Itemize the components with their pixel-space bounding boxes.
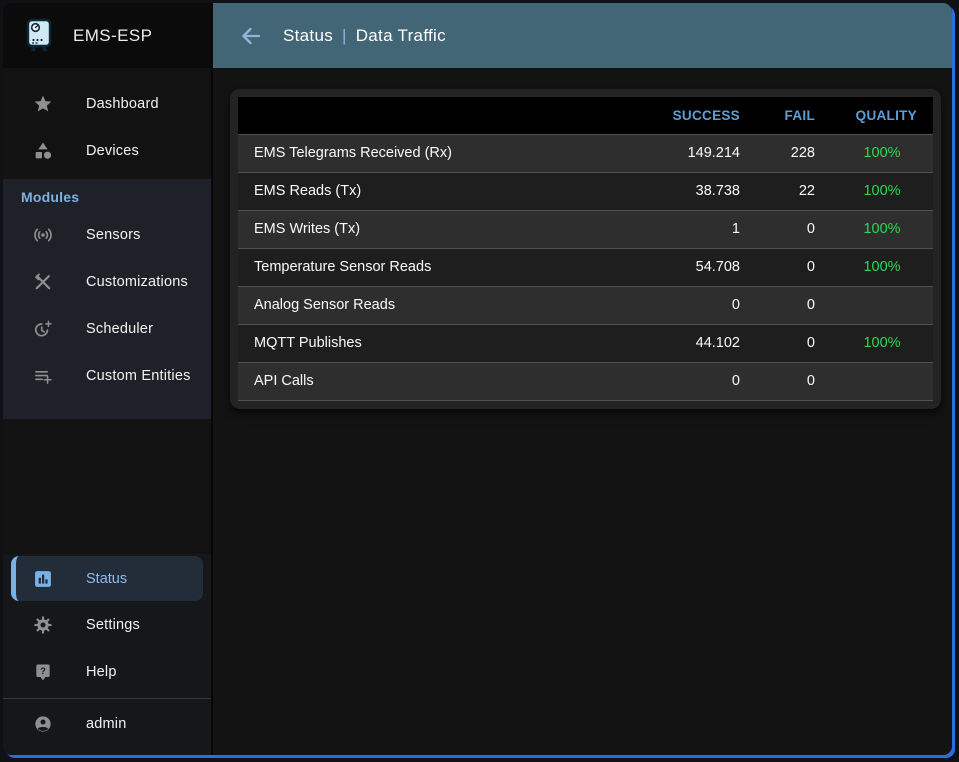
- column-header-success: SUCCESS: [621, 97, 756, 134]
- sidebar-item-label: Help: [86, 663, 117, 680]
- app-window: EMS-ESP Dashboard De: [3, 3, 952, 755]
- breadcrumb-section: Status: [283, 25, 333, 45]
- quality-value: 100%: [831, 134, 933, 173]
- metric-name: Analog Sensor Reads: [238, 286, 621, 325]
- sidebar-item-label: Status: [86, 570, 128, 587]
- sidebar-item-admin[interactable]: admin: [3, 699, 211, 749]
- quality-value: [831, 362, 933, 401]
- sensors-icon: [33, 225, 53, 245]
- table-row: EMS Writes (Tx) 1 0 100%: [238, 210, 933, 249]
- success-value: 0: [621, 362, 756, 401]
- appbar: Status | Data Traffic: [213, 3, 952, 68]
- table-row: MQTT Publishes 44.102 0 100%: [238, 324, 933, 363]
- sidebar-item-dashboard[interactable]: Dashboard: [3, 80, 211, 127]
- column-header-quality: QUALITY: [831, 97, 933, 134]
- sidebar: EMS-ESP Dashboard De: [3, 3, 213, 755]
- column-header-name: [238, 97, 621, 134]
- success-value: 0: [621, 286, 756, 325]
- table-row: API Calls 0 0: [238, 362, 933, 401]
- data-traffic-table: SUCCESS FAIL QUALITY EMS Telegrams Recei…: [238, 97, 933, 401]
- nav-bottom: Status: [3, 554, 211, 755]
- fail-value: 0: [756, 362, 831, 401]
- column-header-fail: FAIL: [756, 97, 831, 134]
- modules-section-title: Modules: [21, 189, 80, 205]
- sidebar-item-sensors[interactable]: Sensors: [3, 211, 211, 258]
- quality-value: 100%: [831, 210, 933, 249]
- sidebar-item-label: Custom Entities: [86, 367, 191, 384]
- metric-name: EMS Reads (Tx): [238, 172, 621, 211]
- sidebar-item-label: Dashboard: [86, 95, 159, 112]
- fail-value: 0: [756, 286, 831, 325]
- breadcrumb-page: Data Traffic: [355, 25, 446, 45]
- fail-value: 0: [756, 210, 831, 249]
- sidebar-item-settings[interactable]: Settings: [3, 601, 211, 648]
- sidebar-spacer: [3, 419, 211, 554]
- schedule-add-icon: [33, 319, 53, 339]
- user-label: admin: [86, 716, 127, 732]
- tools-icon: [33, 272, 53, 292]
- fail-value: 22: [756, 172, 831, 211]
- sidebar-item-custom-entities[interactable]: Custom Entities: [3, 352, 211, 399]
- fail-value: 0: [756, 248, 831, 287]
- help-icon: ?: [33, 662, 53, 682]
- metric-name: EMS Telegrams Received (Rx): [238, 134, 621, 173]
- sidebar-item-scheduler[interactable]: Scheduler: [3, 305, 211, 352]
- table-row: Temperature Sensor Reads 54.708 0 100%: [238, 248, 933, 287]
- sidebar-item-devices[interactable]: Devices: [3, 127, 211, 174]
- fail-value: 228: [756, 134, 831, 173]
- quality-value: 100%: [831, 248, 933, 287]
- metric-name: Temperature Sensor Reads: [238, 248, 621, 287]
- sidebar-divider: [3, 698, 211, 699]
- account-icon: [33, 714, 53, 734]
- success-value: 149.214: [621, 134, 756, 173]
- success-value: 54.708: [621, 248, 756, 287]
- sidebar-item-label: Sensors: [86, 226, 141, 243]
- table-row: EMS Telegrams Received (Rx) 149.214 228 …: [238, 134, 933, 173]
- metric-name: API Calls: [238, 362, 621, 401]
- sidebar-item-label: Scheduler: [86, 320, 154, 337]
- playlist-add-icon: [33, 366, 53, 386]
- sidebar-item-label: Devices: [86, 142, 139, 159]
- boiler-logo-icon: [24, 18, 54, 54]
- bar-chart-icon: [33, 569, 53, 589]
- back-arrow-icon[interactable]: [238, 23, 264, 49]
- category-icon: [33, 141, 53, 161]
- breadcrumb-separator: |: [342, 25, 347, 45]
- stats-card: SUCCESS FAIL QUALITY EMS Telegrams Recei…: [230, 89, 941, 409]
- sidebar-item-label: Customizations: [86, 273, 188, 290]
- table-row: EMS Reads (Tx) 38.738 22 100%: [238, 172, 933, 211]
- star-icon: [33, 94, 53, 114]
- quality-value: [831, 286, 933, 325]
- metric-name: EMS Writes (Tx): [238, 210, 621, 249]
- app-title: EMS-ESP: [73, 25, 153, 45]
- success-value: 1: [621, 210, 756, 249]
- table-header-row: SUCCESS FAIL QUALITY: [238, 97, 933, 134]
- success-value: 38.738: [621, 172, 756, 211]
- quality-value: 100%: [831, 324, 933, 363]
- quality-value: 100%: [831, 172, 933, 211]
- sidebar-item-label: Settings: [86, 616, 140, 633]
- sidebar-item-customizations[interactable]: Customizations: [3, 258, 211, 305]
- main-area: Status | Data Traffic SUCCESS FAIL QUALITY: [213, 3, 952, 755]
- svg-text:?: ?: [40, 666, 46, 676]
- fail-value: 0: [756, 324, 831, 363]
- table-row: Analog Sensor Reads 0 0: [238, 286, 933, 325]
- gear-icon: [33, 615, 53, 635]
- sidebar-item-help[interactable]: ? Help: [3, 648, 211, 695]
- nav-top: Dashboard Devices: [3, 68, 211, 174]
- modules-section: Modules Sensors: [3, 179, 211, 419]
- content-area: SUCCESS FAIL QUALITY EMS Telegrams Recei…: [213, 68, 952, 755]
- page-title: Status | Data Traffic: [283, 26, 446, 46]
- app-logo-block: EMS-ESP: [3, 3, 211, 68]
- metric-name: MQTT Publishes: [238, 324, 621, 363]
- sidebar-item-status[interactable]: Status: [11, 556, 203, 601]
- success-value: 44.102: [621, 324, 756, 363]
